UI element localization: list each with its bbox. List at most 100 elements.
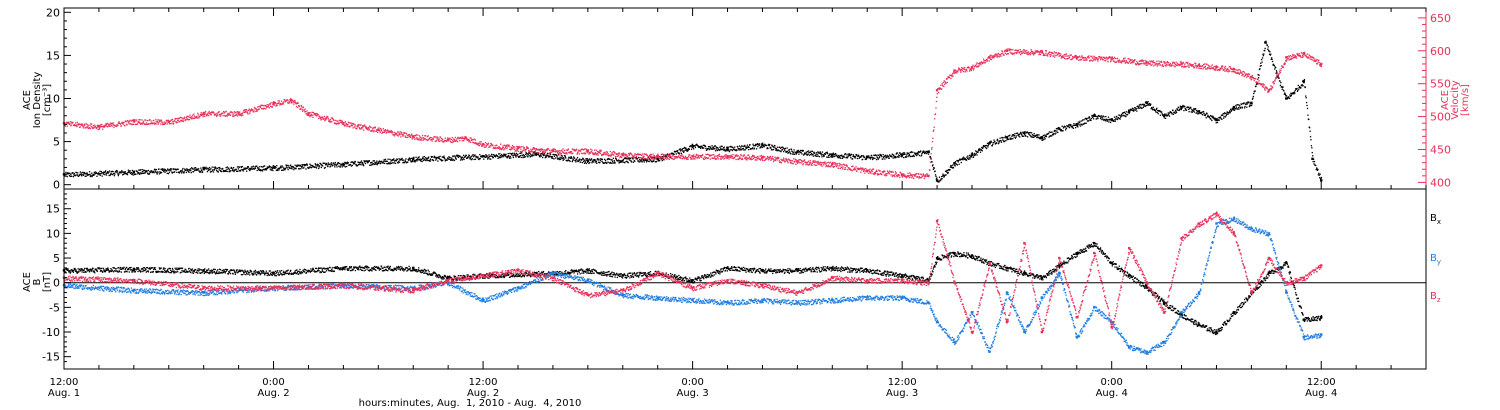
b-axis-ticks: -15 -10 -5 0 5 10 15 [42, 193, 71, 364]
Ion Density-point [1311, 157, 1314, 161]
legend-bx: Bx [1430, 213, 1441, 226]
x-tick-day: Aug. 2 [467, 388, 499, 399]
Velocity-point [202, 112, 205, 115]
x-tick-time: 0:00 [1100, 377, 1122, 388]
Ion Density-point [534, 152, 537, 155]
Bx-point [132, 267, 136, 271]
By-point [900, 296, 904, 299]
Bz-point [1162, 311, 1166, 314]
Ion Density-point [412, 157, 415, 161]
top-panel-frame [63, 7, 1427, 190]
Velocity-point [1250, 75, 1253, 79]
Velocity-point [691, 154, 694, 158]
velocity-label-line2: Velocity [1450, 80, 1461, 119]
Velocity-point [97, 125, 101, 128]
velocity-tick-label: 500 [1430, 111, 1451, 124]
Ion Density-point [1302, 80, 1305, 83]
density-axis-ticks: 0 5 10 15 20 [46, 6, 71, 192]
x-axis-title: hours:minutes, Aug. 1, 2010 - Aug. 4, 20… [359, 398, 582, 409]
By-point [1023, 330, 1026, 334]
By-point [1005, 291, 1009, 294]
b-tick-label: -10 [42, 326, 60, 339]
velocity-tick-label: 450 [1430, 144, 1451, 157]
Bz-trace [64, 211, 1323, 335]
x-tick-day: Aug. 1 [48, 388, 80, 399]
By-point [1058, 271, 1061, 275]
Velocity-point [289, 98, 293, 102]
Bz-point [132, 279, 136, 282]
Bz-point [1093, 251, 1096, 255]
Bx-point [935, 256, 939, 260]
Bx-trace [64, 241, 1323, 336]
Bz-point [202, 286, 205, 289]
By-point [953, 340, 956, 344]
x-tick-day: Aug. 3 [886, 388, 918, 399]
Ion Density-point [726, 147, 729, 150]
By-point [1215, 222, 1218, 225]
x-tick-day: Aug. 4 [1305, 388, 1337, 399]
velocity-tick-label: 650 [1430, 12, 1451, 25]
x-tick-time: 12:00 [469, 377, 498, 388]
Velocity-point [988, 56, 991, 59]
x-tick-time: 12:00 [1307, 377, 1336, 388]
Bz-point [1197, 222, 1201, 225]
x-tick-day: Aug. 4 [1096, 388, 1128, 399]
Velocity-point [1215, 66, 1218, 69]
Velocity-point [935, 89, 939, 92]
velocity-axis-label: ACE Velocity [km/s] [1440, 80, 1471, 119]
Bz-point [988, 261, 991, 265]
b-tick-label: -15 [42, 351, 60, 364]
Bx-point [970, 254, 974, 257]
By-point [1232, 217, 1236, 220]
Bx-point [1320, 316, 1323, 319]
x-tick-time: 0:00 [262, 377, 284, 388]
bottom-panel-frame [63, 188, 1427, 370]
density-tick-label: 10 [46, 93, 60, 106]
Bz-point [1302, 276, 1305, 279]
Ion Density-point [1075, 123, 1078, 126]
Bz-point [1180, 237, 1183, 240]
velocity-tick-label: 600 [1430, 45, 1451, 58]
Velocity-trace [64, 48, 1323, 180]
Bz-point [761, 283, 764, 287]
b-tick-label: 0 [53, 277, 60, 290]
x-tick-time: 12:00 [888, 377, 917, 388]
Bz-point [412, 288, 415, 292]
Ion Density-point [342, 162, 345, 166]
Bz-point [1127, 246, 1131, 250]
Bx-point [761, 269, 764, 272]
Bx-point [342, 266, 345, 270]
Bx-point [900, 274, 904, 277]
Bz-point [1232, 232, 1236, 235]
b-tick-label: 15 [46, 203, 60, 216]
legend-bz: Bz [1430, 291, 1441, 304]
velocity-axis-ticks: 400 450 500 550 600 650 [1418, 8, 1451, 189]
Velocity-point [586, 149, 590, 153]
velocity-series [62, 48, 1323, 180]
Ion Density-point [1127, 110, 1131, 113]
By-point [1250, 227, 1253, 230]
By-point [1285, 291, 1288, 294]
Bz-point [1110, 325, 1113, 329]
bottom-panel: -15 -10 -5 0 5 10 15 ACE B [nT] Bx By Bz [22, 188, 1441, 370]
By-point [516, 286, 520, 289]
Ion Density-point [1040, 136, 1044, 139]
Bx-point [1075, 251, 1078, 255]
Velocity-point [761, 156, 764, 159]
By-trace [64, 216, 1323, 355]
By-point [1180, 311, 1183, 314]
b-tick-label: 5 [53, 252, 60, 265]
x-tick-day: Aug. 2 [257, 388, 289, 399]
Ion Density-point [691, 144, 694, 148]
Bz-point [1145, 281, 1148, 284]
Bx-point [1127, 274, 1131, 277]
density-tick-label: 5 [53, 136, 60, 149]
Velocity-point [1005, 49, 1009, 52]
Bx-point [1215, 330, 1218, 334]
Ion Density-trace [64, 40, 1323, 183]
Bz-point [935, 219, 939, 223]
density-series [62, 40, 1323, 183]
Velocity-point [1197, 64, 1201, 67]
Bz-point [1005, 320, 1009, 324]
